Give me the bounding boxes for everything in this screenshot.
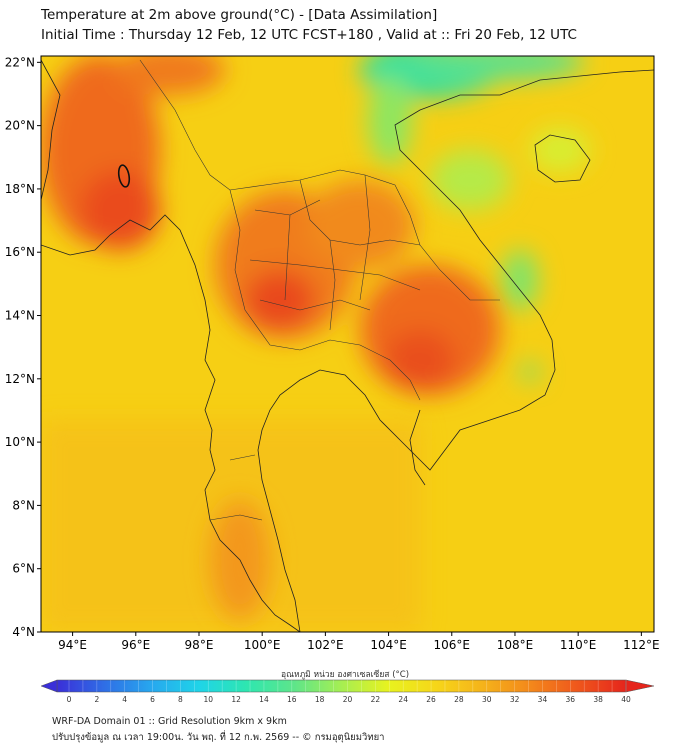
lon-tick-label: 112°E bbox=[623, 638, 660, 652]
lon-tick-label: 96°E bbox=[121, 638, 150, 652]
plot-frame bbox=[40, 55, 655, 633]
lon-tick-label: 102°E bbox=[307, 638, 344, 652]
map-subtitle: Initial Time : Thursday 12 Feb, 12 UTC F… bbox=[41, 27, 577, 43]
footer-update-info: ปรับปรุงข้อมูล ณ เวลา 19:00น. วัน พฤ. ที… bbox=[52, 732, 385, 743]
colorbar-tick-label: 20 bbox=[343, 695, 353, 704]
map-title: Temperature at 2m above ground(°C) - [Da… bbox=[41, 7, 438, 23]
longitude-axis: 94°E 96°E 98°E 100°E 102°E 104°E 106°E 108°E 110… bbox=[58, 632, 660, 652]
colorbar-label: อุณหภูมิ หน่วย องศาเซลเซียส (°C) bbox=[280, 670, 410, 680]
colorbar-tick-label: 12 bbox=[231, 695, 241, 704]
temperature-field bbox=[41, 56, 654, 632]
footer-model-info: WRF-DA Domain 01 :: Grid Resolution 9km … bbox=[52, 716, 287, 727]
coastlines bbox=[41, 59, 654, 632]
colorbar-tick-label: 22 bbox=[371, 695, 381, 704]
colorbar-tick-label: 0 bbox=[67, 695, 72, 704]
colorbar: 0 2 4 6 8 10 12 14 16 18 20 22 24 26 28 30 32 34 36 38 40 bbox=[40, 679, 655, 704]
lon-tick-label: 110°E bbox=[560, 638, 597, 652]
lon-tick-label: 100°E bbox=[244, 638, 281, 652]
colorbar-body bbox=[56, 679, 627, 693]
colorbar-tick-label: 4 bbox=[122, 695, 127, 704]
lat-tick-label: 22°N bbox=[5, 55, 35, 69]
colorbar-tick-label: 24 bbox=[398, 695, 408, 704]
lon-tick-label: 106°E bbox=[434, 638, 471, 652]
lat-tick-label: 8°N bbox=[12, 498, 35, 512]
lon-tick-label: 98°E bbox=[185, 638, 214, 652]
colorbar-tick-label: 36 bbox=[566, 695, 576, 704]
admin-borders bbox=[139, 59, 500, 521]
lat-tick-label: 10°N bbox=[5, 435, 35, 449]
colorbar-tick-label: 30 bbox=[482, 695, 492, 704]
lon-tick-label: 104°E bbox=[370, 638, 407, 652]
colorbar-tick-label: 40 bbox=[621, 695, 631, 704]
colorbar-tick-label: 14 bbox=[259, 695, 269, 704]
lat-tick-label: 6°N bbox=[12, 562, 35, 576]
colorbar-min-arrow bbox=[40, 679, 58, 693]
lon-tick-label: 94°E bbox=[58, 638, 87, 652]
colorbar-max-arrow bbox=[625, 679, 655, 693]
lat-tick-label: 14°N bbox=[5, 309, 35, 323]
colorbar-tick-label: 26 bbox=[426, 695, 436, 704]
max-temperature-contour bbox=[117, 164, 131, 188]
colorbar-tick-label: 32 bbox=[510, 695, 520, 704]
colorbar-tick-label: 18 bbox=[315, 695, 325, 704]
lon-tick-label: 108°E bbox=[497, 638, 534, 652]
colorbar-tick-label: 38 bbox=[593, 695, 603, 704]
colorbar-tick-label: 2 bbox=[94, 695, 99, 704]
colorbar-ticks: 0 2 4 6 8 10 12 14 16 18 20 22 24 26 28 30 32 34 36 38 40 bbox=[67, 680, 631, 704]
colorbar-tick-label: 28 bbox=[454, 695, 464, 704]
lat-tick-label: 20°N bbox=[5, 119, 35, 133]
latitude-axis: 22°N 20°N 18°N 16°N 14°N 12°N 10°N 8°N 6°N 4°N bbox=[5, 55, 41, 639]
colorbar-tick-label: 34 bbox=[538, 695, 548, 704]
lat-tick-label: 12°N bbox=[5, 372, 35, 386]
lat-tick-label: 16°N bbox=[5, 245, 35, 259]
lat-tick-label: 4°N bbox=[12, 625, 35, 639]
colorbar-tick-label: 16 bbox=[287, 695, 297, 704]
colorbar-tick-label: 8 bbox=[178, 695, 183, 704]
lat-tick-label: 18°N bbox=[5, 182, 35, 196]
colorbar-tick-label: 10 bbox=[203, 695, 213, 704]
colorbar-tick-label: 6 bbox=[150, 695, 155, 704]
